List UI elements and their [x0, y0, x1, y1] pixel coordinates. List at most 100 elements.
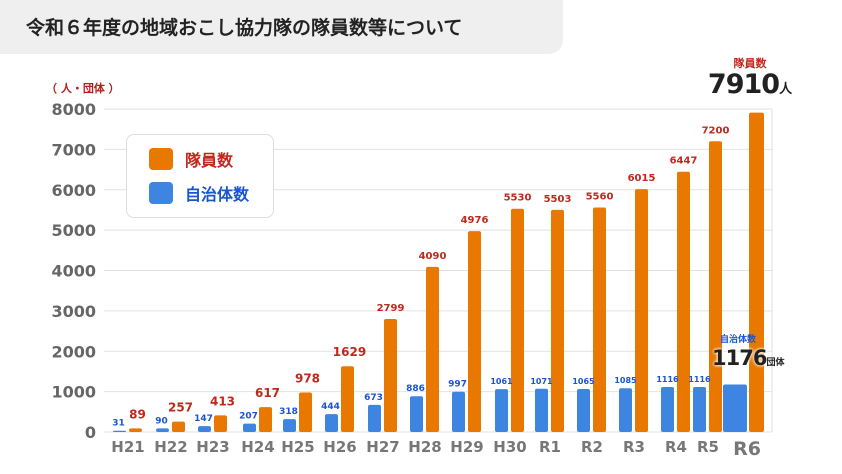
y-tick-label: 7000: [51, 140, 96, 159]
bar-members: [172, 421, 185, 432]
legend-label: 隊員数: [185, 151, 234, 170]
x-tick-label: R4: [665, 438, 687, 456]
bar-municipalities: [693, 386, 706, 432]
data-label-members: 89: [129, 407, 146, 421]
data-label-members: 1629: [333, 345, 366, 359]
data-label-municipalities: 31: [112, 419, 125, 429]
bar-members: [129, 428, 142, 432]
x-tick-label: H25: [281, 438, 314, 456]
bar-members: [749, 112, 764, 432]
municipalities-highlight-value: 1176: [712, 346, 767, 370]
bar-municipalities: [283, 419, 296, 432]
members-highlight-label: 隊員数: [733, 57, 767, 70]
y-tick-label: 8000: [51, 100, 96, 119]
data-label-municipalities: 90: [155, 416, 168, 426]
data-label-members: 5560: [586, 192, 614, 203]
x-tick-label: H21: [111, 438, 144, 456]
bar-municipalities: [368, 404, 381, 432]
data-label-municipalities: 1116: [688, 375, 711, 384]
bar-municipalities: [410, 396, 423, 432]
data-label-municipalities: 886: [406, 384, 425, 394]
municipalities-highlight-label: 自治体数: [720, 335, 757, 345]
bar-members: [511, 208, 524, 432]
data-label-municipalities: 1065: [572, 377, 595, 386]
bar-members: [551, 209, 564, 432]
x-tick-label: H26: [323, 438, 356, 456]
bar-members: [214, 415, 227, 432]
data-label-members: 617: [255, 386, 280, 400]
data-label-municipalities: 1071: [530, 377, 553, 386]
x-tick-label: R5: [697, 438, 719, 456]
y-tick-label: 3000: [51, 302, 96, 321]
data-label-members: 978: [295, 372, 320, 386]
x-tick-label: H29: [450, 438, 483, 456]
data-label-members: 4090: [419, 251, 447, 262]
members-highlight-value: 7910: [707, 69, 780, 100]
data-label-members: 6447: [670, 156, 698, 167]
legend: 隊員数 自治体数: [126, 134, 274, 218]
data-label-members: 5530: [504, 193, 532, 204]
bar-members: [259, 407, 272, 432]
municipalities-highlight: 自治体数 1176団体: [706, 335, 796, 370]
members-highlight-unit: 人: [779, 82, 793, 97]
data-label-members: 6015: [628, 173, 656, 184]
bar-municipalities: [661, 386, 674, 432]
data-label-members: 2799: [377, 303, 405, 314]
bar-municipalities: [577, 389, 590, 432]
x-tick-label: H28: [408, 438, 441, 456]
bar-municipalities: [243, 423, 256, 432]
data-label-municipalities: 1061: [490, 377, 513, 386]
bar-members: [635, 189, 648, 432]
bar-members: [341, 366, 354, 432]
data-label-municipalities: 1116: [656, 375, 679, 384]
bar-members: [709, 141, 722, 433]
legend-item-municipalities: 自治体数: [149, 181, 249, 205]
x-tick-label: H24: [241, 438, 274, 456]
bar-members: [299, 392, 312, 432]
y-tick-label: 5000: [51, 221, 96, 240]
bar-municipalities: [156, 428, 169, 432]
bar-municipalities: [535, 388, 548, 432]
data-label-municipalities: 997: [448, 380, 467, 390]
data-label-members: 4976: [461, 215, 489, 226]
x-tick-label: H30: [493, 438, 526, 456]
y-tick-label: 0: [85, 423, 96, 442]
bar-municipalities: [198, 426, 211, 432]
x-tick-label: H22: [154, 438, 187, 456]
legend-label: 自治体数: [185, 185, 250, 204]
x-tick-label: H23: [196, 438, 229, 456]
bar-members: [677, 171, 690, 432]
data-label-members: 7200: [702, 125, 730, 136]
bar-municipalities: [325, 414, 338, 432]
y-tick-label: 4000: [51, 262, 96, 281]
y-tick-label: 2000: [51, 342, 96, 361]
bar-members: [426, 266, 439, 432]
bar-members: [384, 318, 397, 432]
data-label-municipalities: 318: [279, 407, 298, 417]
bar-municipalities: [113, 430, 126, 432]
x-tick-label: R6: [733, 438, 761, 460]
data-label-municipalities: 1085: [614, 376, 637, 385]
x-tick-label: R2: [581, 438, 603, 456]
page-title: 令和６年度の地域おこし協力隊の隊員数等について: [0, 0, 563, 54]
data-label-members: 257: [168, 401, 193, 415]
data-label-municipalities: 444: [321, 402, 340, 412]
legend-swatch-orange: [149, 148, 173, 170]
bar-members: [593, 207, 606, 432]
unit-label: （ 人・団体 ）: [46, 82, 120, 95]
data-label-members: 413: [210, 394, 235, 408]
bar-municipalities: [619, 388, 632, 432]
y-tick-label: 6000: [51, 181, 96, 200]
legend-item-members: 隊員数: [149, 147, 233, 171]
y-tick-label: 1000: [51, 383, 96, 402]
municipalities-highlight-unit: 団体: [766, 358, 785, 368]
x-tick-label: R3: [623, 438, 645, 456]
data-label-members: 5503: [544, 194, 572, 205]
bar-members: [468, 231, 481, 432]
legend-swatch-blue: [149, 182, 173, 204]
data-label-municipalities: 207: [239, 412, 258, 422]
members-highlight: 隊員数 7910人: [700, 57, 800, 100]
data-label-municipalities: 147: [194, 414, 213, 424]
data-label-municipalities: 673: [364, 393, 383, 403]
